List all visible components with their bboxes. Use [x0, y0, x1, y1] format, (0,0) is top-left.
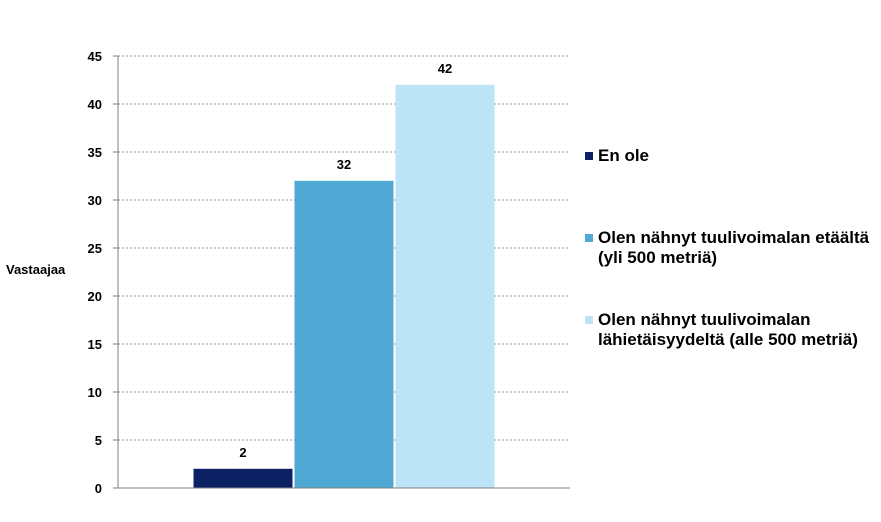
bar-3 [395, 84, 495, 489]
bars [193, 84, 495, 489]
y-tick-label: 25 [88, 241, 102, 256]
data-label-3: 42 [438, 61, 452, 76]
data-label-1: 2 [239, 445, 246, 460]
y-tick-label: 30 [88, 193, 102, 208]
y-tick-label: 5 [95, 433, 102, 448]
y-axis: 0 5 10 15 20 25 30 35 40 45 [88, 49, 570, 496]
y-tick-label: 0 [95, 481, 102, 496]
bar-2 [294, 180, 394, 489]
legend-item-lahietaisyydelta: Olen nähnyt tuulivoimalan lähietäisyydel… [585, 310, 878, 350]
legend-item-etaalta: Olen nähnyt tuulivoimalan etäältä (yli 5… [585, 228, 878, 268]
bar-1 [193, 468, 293, 488]
y-axis-label: Vastaajaa [6, 262, 66, 277]
legend-item-en-ole: En ole [585, 146, 649, 166]
y-tick-label: 40 [88, 97, 102, 112]
legend-label: En ole [598, 146, 650, 165]
y-tick-label: 10 [88, 385, 102, 400]
data-label-2: 32 [337, 157, 351, 172]
y-tick-label: 20 [88, 289, 102, 304]
legend-label: Olen nähnyt tuulivoimalan etäältä (yli 5… [598, 228, 870, 267]
legend-swatch [585, 316, 593, 324]
y-tick-label: 45 [88, 49, 102, 64]
data-labels: 2 32 42 [239, 61, 452, 460]
legend-swatch [585, 152, 593, 160]
legend-swatch [585, 234, 593, 242]
y-tick-label: 35 [88, 145, 102, 160]
y-tick-label: 15 [88, 337, 102, 352]
legend-label: Olen nähnyt tuulivoimalan lähietäisyydel… [598, 310, 858, 349]
